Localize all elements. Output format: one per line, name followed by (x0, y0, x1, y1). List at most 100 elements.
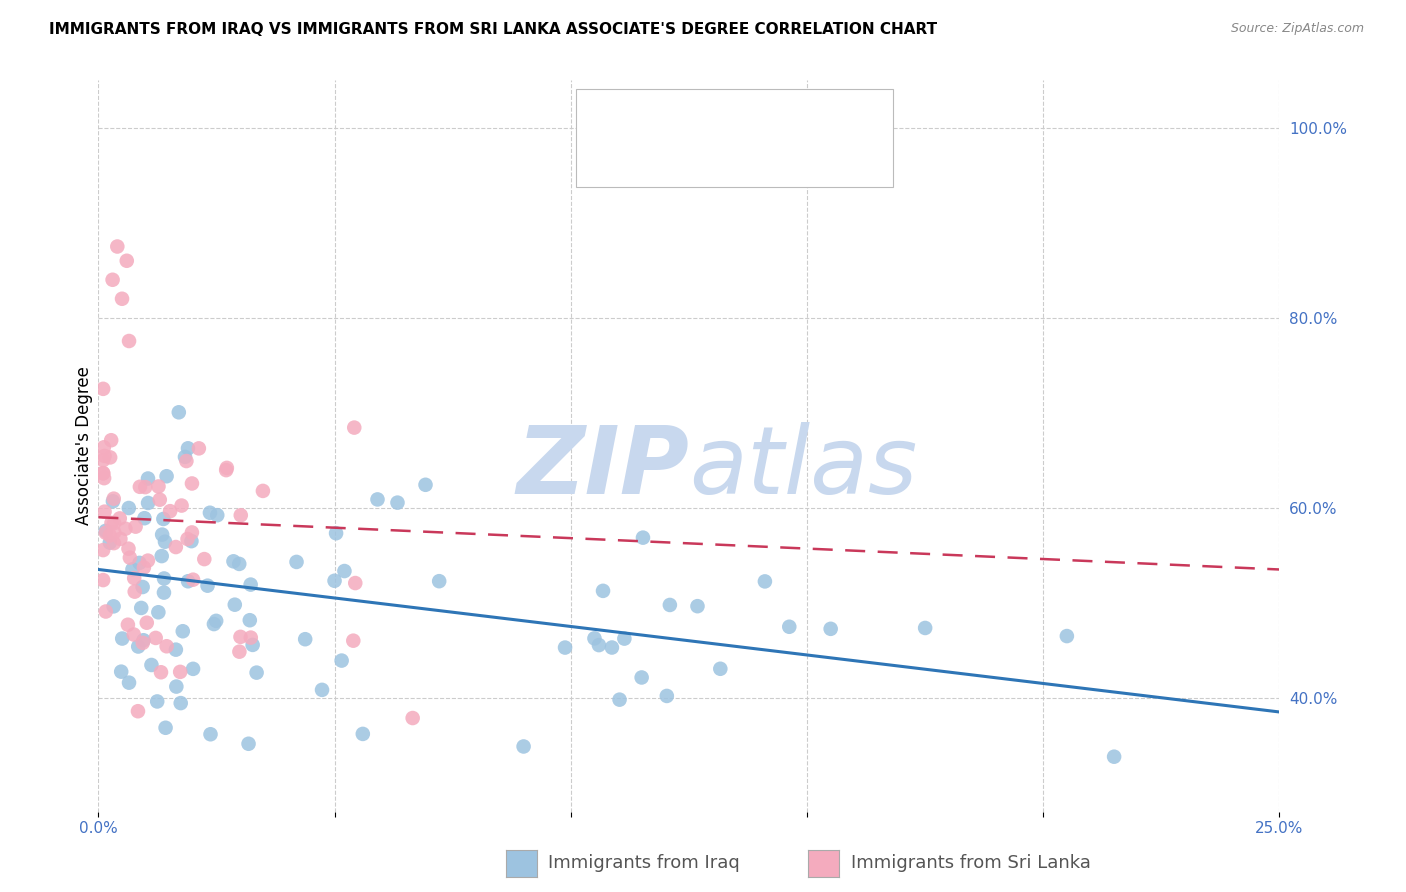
Point (754, 574, 776, 589)
Point (121, 562, 143, 576)
Point (207, 508, 229, 523)
Point (122, 627, 145, 641)
Point (108, 511, 131, 525)
Point (343, 420, 366, 434)
Point (127, 704, 149, 718)
Point (100, 434, 122, 448)
Text: 69: 69 (794, 150, 820, 169)
Point (311, 682, 333, 697)
Point (177, 574, 200, 589)
Point (136, 471, 159, 485)
Point (122, 571, 145, 585)
Text: −0.037: −0.037 (682, 150, 754, 169)
Point (100, 516, 122, 530)
Point (150, 665, 173, 680)
Point (613, 632, 636, 646)
Point (115, 253, 138, 268)
Point (631, 531, 654, 545)
Point (155, 469, 177, 483)
Point (285, 555, 308, 569)
Point (91, 543, 114, 558)
Point (246, 665, 269, 680)
Point (136, 496, 159, 510)
Text: 84: 84 (794, 110, 820, 128)
Point (222, 554, 245, 568)
Point (128, 480, 150, 494)
Point (132, 633, 155, 648)
Point (93, 471, 115, 485)
Point (103, 516, 125, 531)
Point (150, 549, 173, 563)
Point (402, 711, 425, 725)
Point (239, 613, 262, 627)
Point (94, 524, 117, 538)
Point (127, 640, 149, 654)
Y-axis label: Associate's Degree: Associate's Degree (75, 367, 93, 525)
Point (630, 671, 652, 685)
Text: IMMIGRANTS FROM IRAQ VS IMMIGRANTS FROM SRI LANKA ASSOCIATE'S DEGREE CORRELATION: IMMIGRANTS FROM IRAQ VS IMMIGRANTS FROM … (49, 22, 938, 37)
Point (193, 552, 215, 566)
Point (118, 334, 141, 348)
Point (98, 528, 121, 542)
Point (181, 662, 204, 676)
Point (215, 461, 238, 475)
Point (98, 535, 121, 549)
Point (131, 580, 153, 594)
Point (180, 534, 202, 549)
Point (1056, 629, 1078, 643)
Point (153, 572, 176, 586)
Point (118, 550, 141, 565)
Point (148, 605, 170, 619)
Point (588, 638, 610, 652)
Point (156, 640, 179, 654)
Text: Immigrants from Sri Lanka: Immigrants from Sri Lanka (851, 855, 1091, 872)
Point (98, 450, 121, 465)
Point (709, 662, 731, 676)
Point (148, 479, 170, 493)
Point (202, 617, 225, 632)
Point (134, 480, 156, 494)
Point (170, 499, 193, 513)
Point (124, 519, 146, 533)
Point (111, 292, 134, 306)
Point (366, 492, 388, 507)
Point (153, 534, 176, 549)
Point (167, 405, 190, 419)
Text: N =: N = (748, 150, 800, 169)
Point (215, 463, 238, 477)
Text: R =: R = (643, 110, 688, 128)
Text: R =: R = (643, 150, 688, 169)
Point (169, 665, 191, 679)
Point (205, 614, 228, 628)
Point (342, 633, 364, 648)
Point (117, 541, 139, 556)
Point (554, 640, 576, 655)
Point (197, 579, 219, 593)
Point (344, 576, 367, 591)
Point (181, 573, 204, 587)
Point (91, 453, 114, 467)
Point (583, 632, 606, 646)
Point (103, 525, 125, 540)
Point (294, 632, 316, 647)
Point (93, 505, 115, 519)
Point (132, 636, 155, 650)
Point (103, 536, 125, 550)
Point (1102, 749, 1125, 764)
Point (135, 615, 157, 630)
Point (252, 483, 274, 498)
Point (609, 692, 631, 706)
Text: Immigrants from Iraq: Immigrants from Iraq (548, 855, 740, 872)
Point (150, 527, 173, 541)
Point (686, 599, 709, 614)
Point (91, 382, 114, 396)
Point (155, 721, 177, 735)
Point (110, 532, 132, 546)
Point (94, 605, 117, 619)
Point (177, 442, 200, 456)
Point (180, 525, 202, 540)
Point (114, 522, 136, 536)
Point (238, 737, 260, 751)
Point (200, 727, 222, 741)
Point (228, 557, 250, 571)
